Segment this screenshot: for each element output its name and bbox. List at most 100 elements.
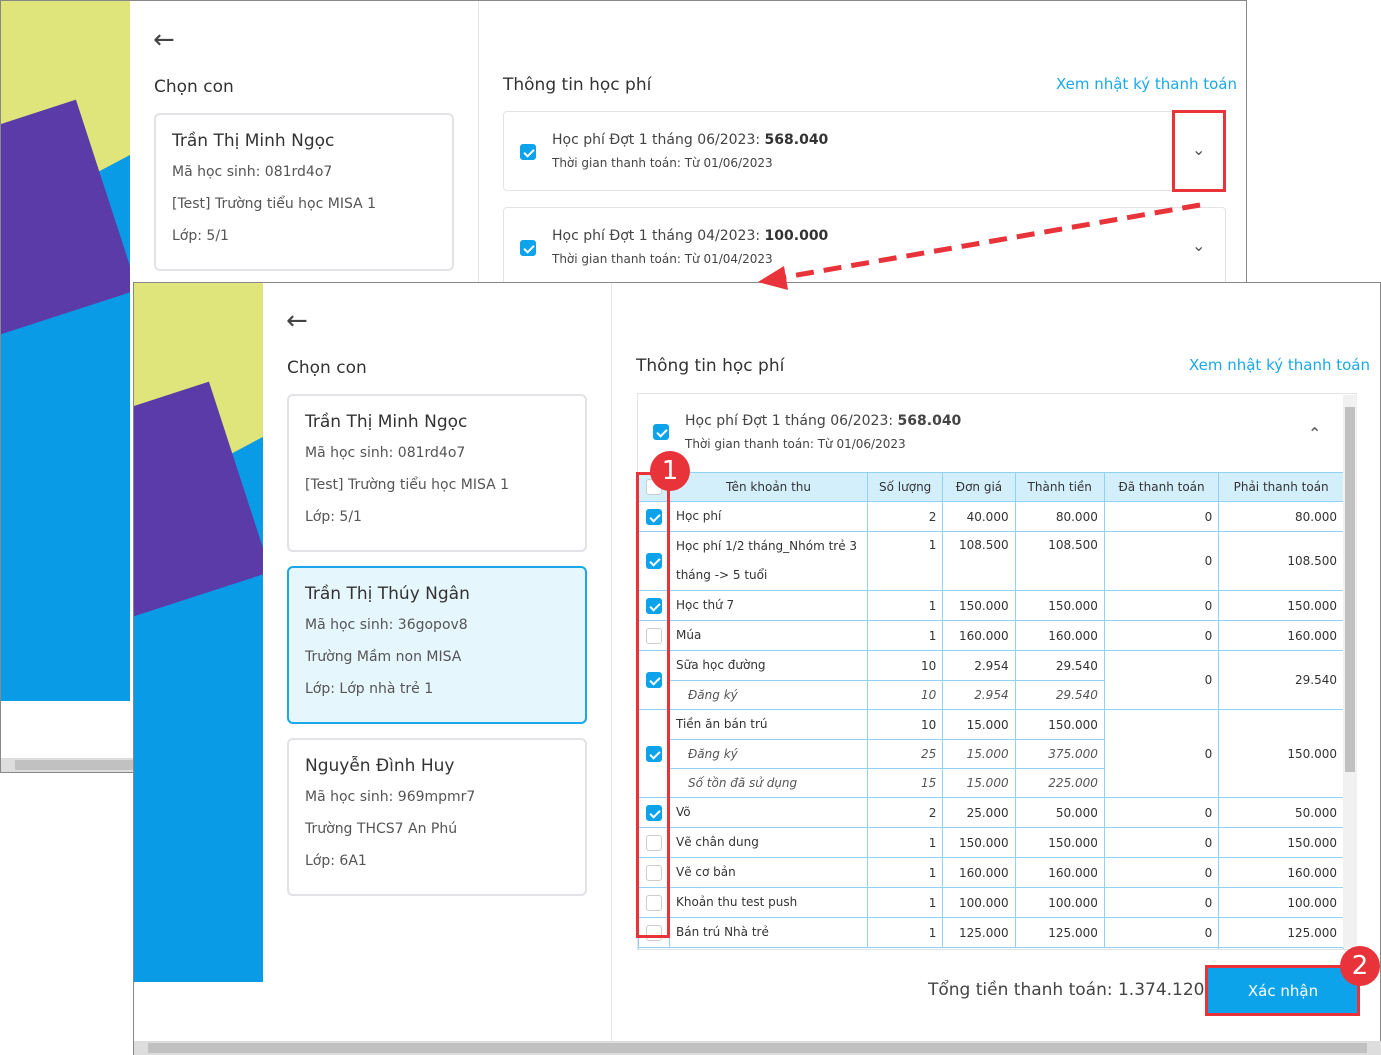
item-price: 108.500	[942, 531, 1016, 591]
item-due: 160.000	[1218, 620, 1344, 651]
fee-title: Học phí Đợt 1 tháng 06/2023:	[552, 132, 765, 148]
fee-period: Thời gian thanh toán: Từ 01/04/2023	[552, 252, 773, 266]
fee-amount: 568.040	[764, 132, 829, 148]
confirm-button[interactable]: Xác nhận	[1208, 968, 1358, 1014]
student-class: Lớp: 5/1	[305, 509, 362, 525]
item-due: 150.000	[1218, 590, 1344, 621]
table-row: Tiền ăn bán trú 10 15.000 150.000 0 150.…	[638, 709, 1344, 798]
item-qty: 10	[866, 650, 944, 681]
fee-checkbox[interactable]	[653, 424, 669, 440]
highlight-confirm-button	[1205, 965, 1360, 1016]
fee-items-table: Tên khoản thu Số lượng Đơn giá Thành tiền Đã…	[638, 472, 1344, 949]
step-1-badge: 1	[650, 451, 690, 491]
table-row: Võ 2 25.000 50.000 0 50.000	[638, 797, 1344, 828]
fee-item[interactable]: Học phí Đợt 1 tháng 04/2023: 100.000 Thờ…	[503, 207, 1226, 287]
payment-history-link[interactable]: Xem nhật ký thanh toán	[1189, 356, 1370, 374]
fee-header[interactable]: Học phí Đợt 1 tháng 06/2023: 568.040 Thờ…	[638, 394, 1356, 472]
item-price: 125.000	[942, 917, 1016, 948]
row-checkbox[interactable]	[646, 834, 662, 851]
item-qty: 1	[866, 827, 944, 858]
item-qty: 2	[866, 797, 944, 828]
student-code: Mã học sinh: 081rd4o7	[172, 164, 333, 180]
item-qty: 1	[866, 917, 944, 948]
student-class: Lớp: 6A1	[305, 853, 367, 869]
row-checkbox[interactable]	[646, 804, 662, 821]
column-header: Số lượng	[866, 472, 944, 502]
horizontal-scrollbar[interactable]	[134, 1041, 1381, 1055]
row-checkbox-cell[interactable]	[638, 857, 670, 888]
choose-child-title: Chọn con	[287, 358, 367, 378]
student-card[interactable]: Trần Thị Minh Ngọc Mã học sinh: 081rd4o7…	[154, 113, 454, 271]
student-card[interactable]: Trần Thị Minh Ngọc Mã học sinh: 081rd4o7…	[287, 394, 587, 552]
student-name: Trần Thị Minh Ngọc	[305, 412, 468, 432]
choose-child-title: Chọn con	[154, 77, 234, 97]
student-name: Trần Thị Minh Ngọc	[172, 131, 335, 151]
row-checkbox[interactable]	[646, 553, 662, 569]
table-row: Vẽ chân dung 1 150.000 150.000 0 150.000	[638, 827, 1344, 858]
item-amount: 29.540	[1014, 650, 1105, 681]
student-card[interactable]: Nguyễn Đình Huy Mã học sinh: 969mpmr7 Tr…	[287, 738, 587, 896]
item-qty: 10	[866, 709, 944, 740]
item-qty: 1	[866, 590, 944, 621]
row-checkbox[interactable]	[646, 894, 662, 911]
item-price: 2.954	[942, 650, 1016, 681]
item-name: Sữa học đường	[669, 650, 868, 681]
item-paid: 0	[1103, 857, 1220, 888]
item-name: Học phí 1/2 tháng_Nhóm trẻ 3 tháng -> 5 …	[669, 531, 868, 591]
item-amount: 160.000	[1014, 620, 1105, 651]
chevron-down-icon[interactable]: ⌄	[1192, 140, 1206, 159]
fee-checkbox[interactable]	[520, 240, 536, 256]
fee-title: Học phí Đợt 1 tháng 04/2023:	[552, 228, 765, 244]
row-checkbox[interactable]	[646, 597, 662, 614]
item-price: 150.000	[942, 590, 1016, 621]
item-amount: 125.000	[1014, 917, 1105, 948]
student-school: [Test] Trường tiểu học MISA 1	[305, 477, 510, 493]
fee-detail-panel[interactable]: Học phí Đợt 1 tháng 06/2023: 568.040 Thờ…	[637, 393, 1357, 950]
item-price: 15.000	[942, 709, 1016, 740]
table-row: Bán trú Nhà trẻ 1 125.000 125.000 0 125.…	[638, 917, 1344, 948]
row-checkbox-cell[interactable]	[638, 531, 670, 591]
subitem-amount: 29.540	[1014, 680, 1105, 710]
student-school: Trường THCS7 An Phú	[305, 821, 458, 837]
subitem-price: 15.000	[942, 739, 1016, 769]
fee-checkbox[interactable]	[520, 144, 536, 160]
payment-history-link[interactable]: Xem nhật ký thanh toán	[1056, 75, 1237, 93]
item-qty: 1	[866, 857, 944, 888]
item-qty: 1	[866, 531, 944, 591]
row-checkbox-cell[interactable]	[638, 827, 670, 858]
fee-item[interactable]: Học phí Đợt 1 tháng 06/2023: 568.040 Thờ…	[503, 111, 1226, 191]
table-row: Múa 1 160.000 160.000 0 160.000	[638, 620, 1344, 651]
row-checkbox[interactable]	[646, 627, 662, 644]
back-arrow-icon[interactable]: ←	[153, 25, 175, 55]
column-header: Thành tiền	[1014, 472, 1105, 502]
item-qty: 1	[866, 620, 944, 651]
chevron-up-icon[interactable]: ⌃	[1308, 424, 1322, 443]
student-name: Trần Thị Thúy Ngân	[305, 584, 470, 604]
row-checkbox[interactable]	[646, 672, 662, 688]
table-row: Học phí 1/2 tháng_Nhóm trẻ 3 tháng -> 5 …	[638, 531, 1344, 591]
column-header: Tên khoản thu	[669, 472, 868, 502]
student-card[interactable]: Trần Thị Thúy Ngân Mã học sinh: 36gopov8…	[287, 566, 587, 724]
back-arrow-icon[interactable]: ←	[286, 306, 308, 336]
vertical-scrollbar[interactable]	[1343, 395, 1357, 948]
row-checkbox[interactable]	[646, 864, 662, 881]
item-paid: 0	[1103, 620, 1220, 651]
table-row: Học phí 2 40.000 80.000 0 80.000	[638, 501, 1344, 532]
fee-period: Thời gian thanh toán: Từ 01/06/2023	[552, 156, 773, 170]
item-price: 160.000	[942, 857, 1016, 888]
row-checkbox[interactable]	[646, 508, 662, 525]
item-price: 160.000	[942, 620, 1016, 651]
chevron-down-icon[interactable]: ⌄	[1192, 236, 1206, 255]
item-qty: 2	[866, 501, 944, 532]
student-school: [Test] Trường tiểu học MISA 1	[172, 196, 377, 212]
item-paid: 0	[1103, 827, 1220, 858]
remaining-label: Còn phải thanh toán	[638, 947, 1220, 949]
fee-amount: 568.040	[897, 413, 962, 429]
highlight-chevron	[1172, 110, 1226, 192]
item-amount: 150.000	[1014, 590, 1105, 621]
item-due: 150.000	[1218, 827, 1344, 858]
row-checkbox[interactable]	[646, 745, 662, 762]
row-checkbox-cell[interactable]	[638, 709, 670, 798]
item-amount: 100.000	[1014, 887, 1105, 918]
